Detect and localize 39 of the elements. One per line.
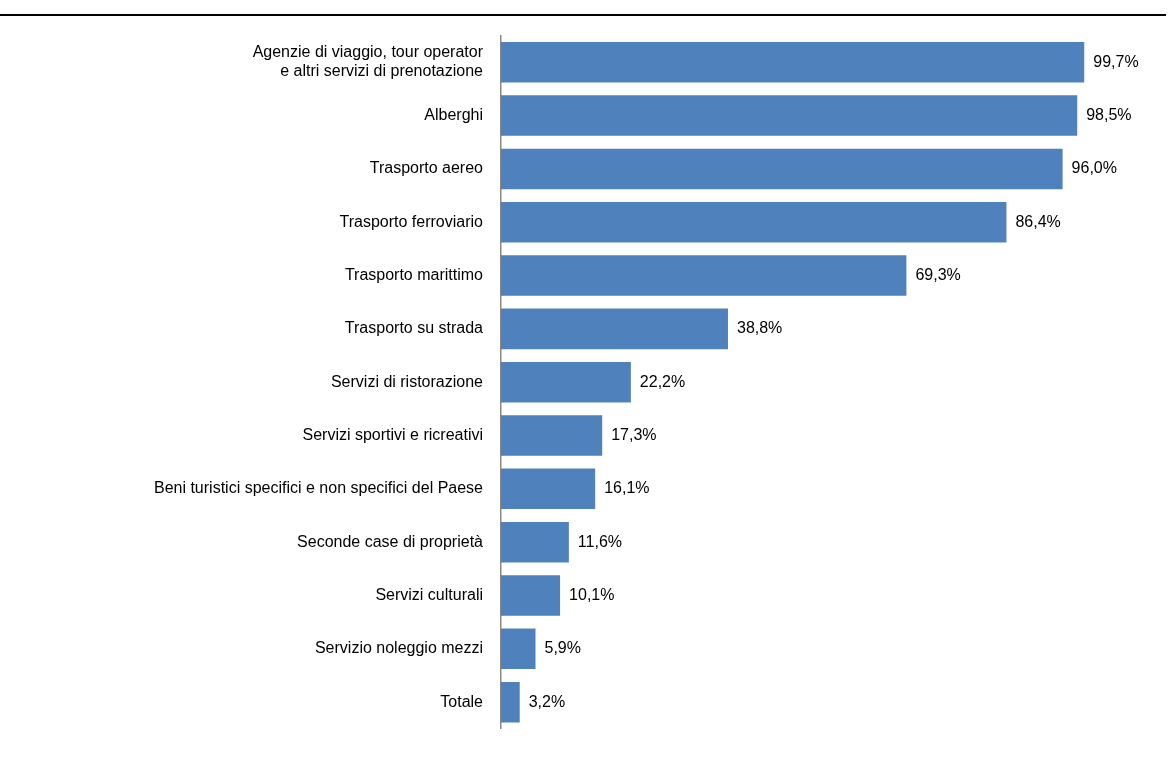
bar [501, 575, 561, 616]
y-tick-label: Trasporto aereo [369, 159, 484, 177]
bar [501, 521, 569, 563]
data-label: 5,9% [544, 639, 581, 657]
bar [501, 42, 1085, 83]
y-tick-label: Alberghi [424, 105, 483, 123]
data-label: 69,3% [915, 265, 961, 283]
y-tick-label: Trasporto ferroviario [339, 212, 484, 230]
bar [501, 468, 596, 510]
bar [501, 681, 520, 723]
y-tick-label: Agenzie di viaggio, tour operator e altri servizi di prenotazione [252, 43, 484, 80]
data-label: 3,2% [528, 692, 566, 710]
data-label: 99,7% [1093, 52, 1139, 70]
data-label: 16,1% [604, 479, 650, 497]
bar [501, 308, 728, 350]
y-tick-label: Trasporto su strada [344, 319, 484, 337]
bar [501, 255, 907, 296]
data-label: 17,3% [611, 425, 657, 443]
data-label: 38,8% [736, 319, 783, 337]
bar [501, 361, 631, 403]
bar [501, 628, 536, 670]
y-tick-label: Seconde case di proprietà [297, 532, 484, 550]
bar [501, 201, 1007, 243]
y-tick-label: Totale [440, 692, 484, 710]
y-tick-label: Servizio noleggio mezzi [314, 639, 483, 657]
data-label: 98,5% [1086, 105, 1132, 123]
y-tick-label: Servizi sportivi e ricreativi [302, 425, 483, 443]
y-tick-label: Trasporto marittimo [344, 265, 484, 283]
y-tick-label: Beni turistici specifici e non specifici del Paese [153, 479, 484, 497]
data-label: 11,6% [577, 532, 623, 550]
data-label: 22,2% [639, 372, 686, 390]
bar [501, 148, 1063, 190]
data-label: 96,0% [1071, 159, 1117, 177]
y-tick-label: Servizi di ristorazione [330, 372, 484, 390]
data-label: 10,1% [569, 585, 615, 603]
y-tick-label: Servizi culturali [375, 585, 483, 603]
bar [501, 415, 603, 456]
data-label: 86,4% [1015, 212, 1061, 230]
bar [501, 95, 1078, 136]
